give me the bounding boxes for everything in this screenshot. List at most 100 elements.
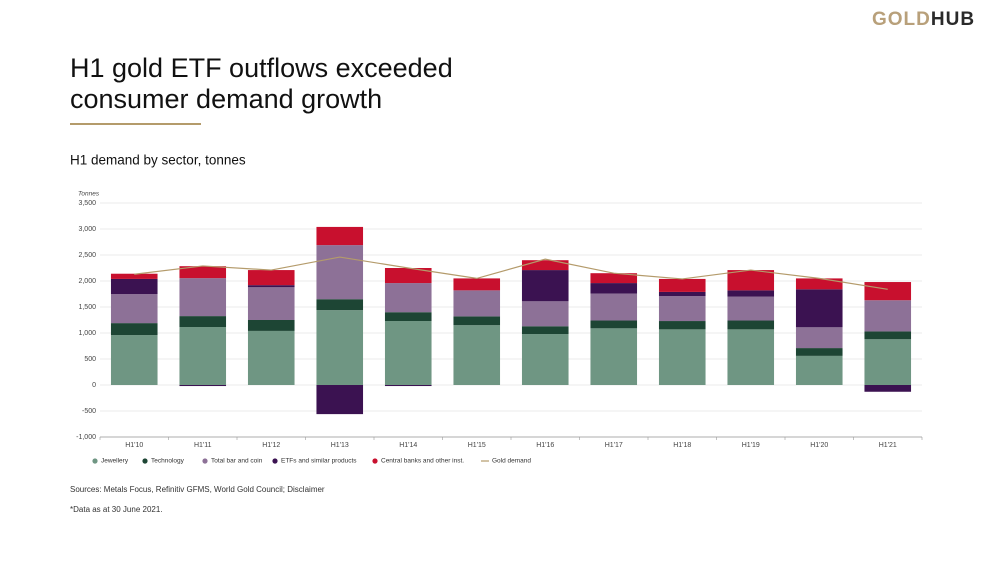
y-tick-label: 2,000 (78, 278, 96, 285)
y-tick-label: 1,000 (78, 330, 96, 337)
bar-segment (384, 385, 432, 387)
y-tick-label: 1,500 (78, 304, 96, 311)
bar-segment (453, 325, 501, 385)
x-tick-label: H1'12 (262, 442, 280, 449)
legend-label: Total bar and coin (211, 458, 263, 465)
bar-segment (590, 320, 638, 329)
bar-segment (179, 266, 227, 279)
bar-segment (864, 300, 912, 332)
bar-segment (795, 355, 843, 385)
bar-segment (658, 329, 706, 385)
bar-segment (247, 287, 295, 320)
bar-segment (316, 245, 364, 300)
note: *Data as at 30 June 2021. (70, 505, 163, 514)
x-tick-label: H1'14 (399, 442, 417, 449)
bar-segment (727, 320, 775, 330)
y-tick-label: 3,500 (78, 200, 96, 207)
bar-segment (384, 268, 432, 284)
bar-segment (864, 282, 912, 301)
bar-segment (658, 321, 706, 330)
x-tick-label: H1'15 (468, 442, 486, 449)
x-tick-label: H1'19 (742, 442, 760, 449)
x-tick-label: H1'17 (605, 442, 623, 449)
bar-segment (727, 290, 775, 297)
bar-segment (110, 323, 158, 336)
logo-gold: GOLD (872, 9, 931, 30)
bar-segment (795, 327, 843, 349)
logo-hub: HUB (931, 9, 975, 30)
bar-segment (179, 327, 227, 385)
bar-segment (247, 320, 295, 331)
x-tick-label: H1'21 (879, 442, 897, 449)
bar-segment (247, 330, 295, 385)
bar-segment (864, 331, 912, 340)
bar-segment (795, 278, 843, 290)
bar-segment (727, 329, 775, 385)
bar-segment (316, 310, 364, 385)
legend-marker (202, 458, 208, 464)
legend-label: Jewellery (101, 458, 129, 465)
bar-segment (316, 299, 364, 311)
bar-segment (179, 385, 227, 387)
y-tick-label: 3,000 (78, 226, 96, 233)
legend-label: Gold demand (492, 458, 531, 465)
bar-segment (590, 273, 638, 284)
plot: -1,000 -500 0 500 1,000 1,500 2,000 2,500 3,000 3… (76, 200, 923, 465)
x-tick-label: H1'11 (194, 442, 212, 449)
bar-segment (316, 385, 364, 415)
title-line: consumer demand growth (70, 84, 382, 114)
bar-segment (658, 296, 706, 322)
bar-segment (521, 301, 569, 327)
subtitle: H1 demand by sector, tonnes (70, 153, 246, 168)
bar-segment (521, 270, 569, 302)
bar-segment (521, 260, 569, 271)
x-tick-label: H1'13 (331, 442, 349, 449)
y-tick-label: 2,500 (78, 252, 96, 259)
bar-segment (590, 328, 638, 385)
bar-segment (590, 283, 638, 294)
x-tick-label: H1'16 (536, 442, 554, 449)
bar-segment (521, 326, 569, 335)
legend-marker (372, 458, 378, 464)
bar-segment (727, 296, 775, 321)
demand-line (134, 256, 888, 290)
x-tick-label: H1'10 (125, 442, 143, 449)
bar-segment (521, 334, 569, 385)
title-rule (70, 123, 201, 125)
legend-marker (142, 458, 148, 464)
bar-segment (247, 285, 295, 288)
bar-segment (384, 321, 432, 385)
legend-marker (92, 458, 98, 464)
bar-segment (384, 312, 432, 322)
legend-marker (272, 458, 278, 464)
bar-segment (795, 348, 843, 356)
bar-segment (658, 291, 706, 297)
bar-segment (590, 293, 638, 321)
bar-segment (110, 278, 158, 294)
bar-segment (110, 273, 158, 279)
bar-segment (453, 278, 501, 291)
x-tick-label: H1'18 (673, 442, 691, 449)
bar-segment (453, 316, 501, 326)
bar-segment (658, 278, 706, 292)
bar-segment (384, 283, 432, 313)
bar-segment (727, 270, 775, 291)
bar-segment (316, 226, 364, 246)
y-tick-label: 0 (92, 382, 96, 389)
logo: GOLDHUB (872, 9, 975, 30)
y-tick-label: -500 (82, 408, 96, 415)
bar-segment (453, 290, 501, 317)
bar-segment (864, 385, 912, 392)
sources: Sources: Metals Focus, Refinitiv GFMS, W… (70, 485, 325, 494)
bar-segment (110, 294, 158, 324)
x-tick-label: H1'20 (810, 442, 828, 449)
legend-label: ETFs and similar products (281, 458, 357, 465)
y-tick-label: -1,000 (76, 434, 96, 441)
bar-segment (179, 278, 227, 317)
y-tick-label: 500 (84, 356, 96, 363)
legend-label: Central banks and other inst. (381, 458, 464, 465)
title-line: H1 gold ETF outflows exceeded (70, 53, 453, 83)
bar-segment (795, 289, 843, 328)
